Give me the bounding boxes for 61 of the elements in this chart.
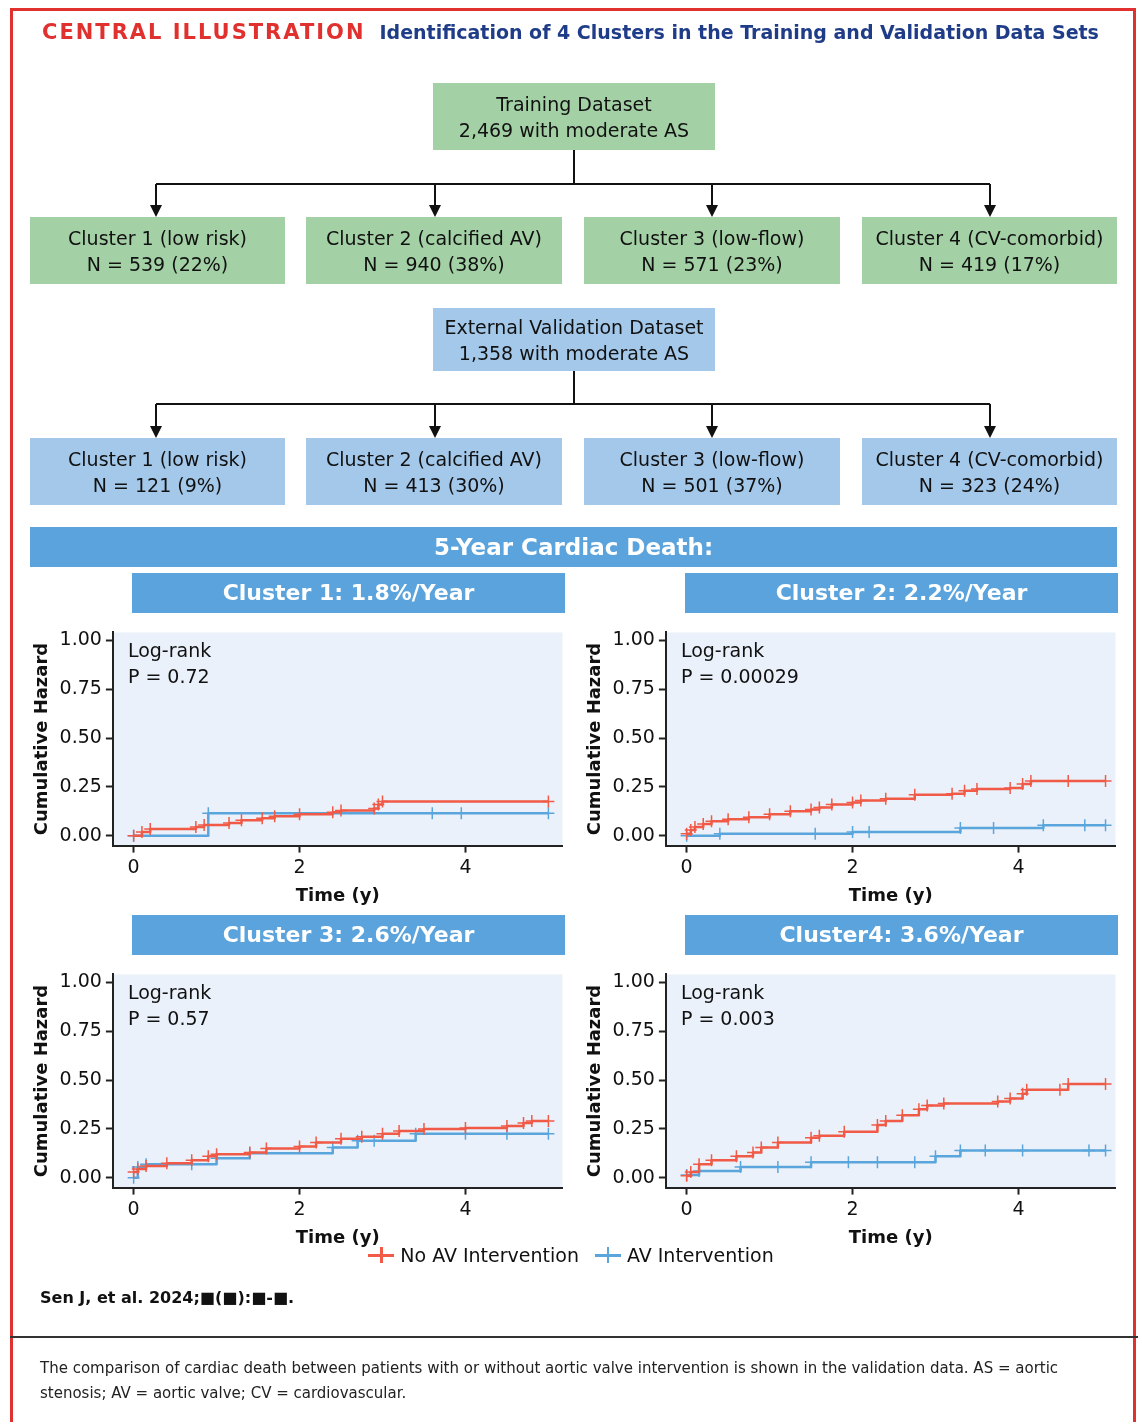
- legend-label: No AV Intervention: [400, 1244, 579, 1266]
- y-tick-label: 0.00: [612, 822, 655, 845]
- y-tick-label: 0.75: [59, 1018, 102, 1041]
- y-axis-title: Cumulative Hazard: [30, 642, 52, 836]
- chart-title: Cluster 2: 2.2%/Year: [685, 573, 1118, 613]
- y-tick-label: 0.00: [612, 1164, 655, 1187]
- text: Cluster 2 (calcified AV) N = 413 (30%): [306, 438, 562, 505]
- x-tick-label: 0: [127, 854, 140, 877]
- x-tick-label: 4: [459, 1196, 472, 1219]
- annotation: Log-rank: [680, 638, 765, 661]
- y-axis-title: Cumulative Hazard: [583, 984, 605, 1178]
- annotation: P = 0.003: [680, 1006, 775, 1029]
- text: Cluster 4 (CV-comorbid) N = 323 (24%): [862, 438, 1117, 505]
- x-tick-label: 2: [846, 854, 859, 877]
- text: Sen J, et al. 2024;■(■):■-■.: [40, 1288, 296, 1307]
- chart-title: Cluster 3: 2.6%/Year: [132, 915, 565, 955]
- y-tick-label: 0.75: [612, 676, 655, 699]
- annotation: Log-rank: [127, 980, 212, 1003]
- text: Cluster 3 (low-flow) N = 501 (37%): [584, 438, 840, 505]
- x-tick-label: 2: [293, 1196, 306, 1219]
- y-tick-label: 1.00: [612, 627, 655, 650]
- y-tick-label: 1.00: [59, 969, 102, 992]
- y-tick-label: 0.75: [59, 676, 102, 699]
- x-tick-label: 0: [680, 854, 693, 877]
- y-tick-label: 0.25: [612, 773, 655, 796]
- x-tick-label: 0: [127, 1196, 140, 1219]
- y-tick-label: 1.00: [612, 969, 655, 992]
- y-tick-label: 0.00: [59, 1164, 102, 1187]
- x-axis-title: Time (y): [295, 883, 380, 905]
- legend-label: AV Intervention: [626, 1244, 774, 1266]
- x-tick-label: 4: [459, 854, 472, 877]
- y-tick-label: 0.50: [59, 1066, 102, 1089]
- x-tick-label: 4: [1012, 854, 1025, 877]
- chart-title: Cluster4: 3.6%/Year: [685, 915, 1118, 955]
- chart-title: Cluster 1: 1.8%/Year: [132, 573, 565, 613]
- y-tick-label: 0.50: [59, 724, 102, 747]
- y-axis-title: Cumulative Hazard: [30, 984, 52, 1178]
- y-axis-title: Cumulative Hazard: [583, 642, 605, 836]
- x-tick-label: 2: [846, 1196, 859, 1219]
- annotation: Log-rank: [680, 980, 765, 1003]
- annotation: P = 0.72: [127, 664, 210, 687]
- y-tick-label: 0.25: [612, 1115, 655, 1138]
- y-tick-label: 0.50: [612, 1066, 655, 1089]
- y-tick-label: 1.00: [59, 627, 102, 650]
- x-tick-label: 0: [680, 1196, 693, 1219]
- y-tick-label: 0.50: [612, 724, 655, 747]
- y-tick-label: 0.25: [59, 773, 102, 796]
- annotation: P = 0.57: [127, 1006, 210, 1029]
- x-axis-title: Time (y): [848, 883, 933, 905]
- x-tick-label: 2: [293, 854, 306, 877]
- y-tick-label: 0.00: [59, 822, 102, 845]
- x-axis-title: Time (y): [295, 1225, 380, 1247]
- annotation: P = 0.00029: [680, 664, 799, 687]
- annotation: Log-rank: [127, 638, 212, 661]
- text: The comparison of cardiac death between patients with or without aortic valve intervention is shown in the validation data. AS = aortic stenosis; AV = aortic valve; CV = cardiovascular.: [40, 1358, 1060, 1404]
- x-axis-title: Time (y): [848, 1225, 933, 1247]
- text: Cluster 1 (low risk) N = 121 (9%): [30, 438, 285, 505]
- y-tick-label: 0.25: [59, 1115, 102, 1138]
- text: 5-Year Cardiac Death:: [30, 527, 1117, 567]
- x-tick-label: 4: [1012, 1196, 1025, 1219]
- y-tick-label: 0.75: [612, 1018, 655, 1041]
